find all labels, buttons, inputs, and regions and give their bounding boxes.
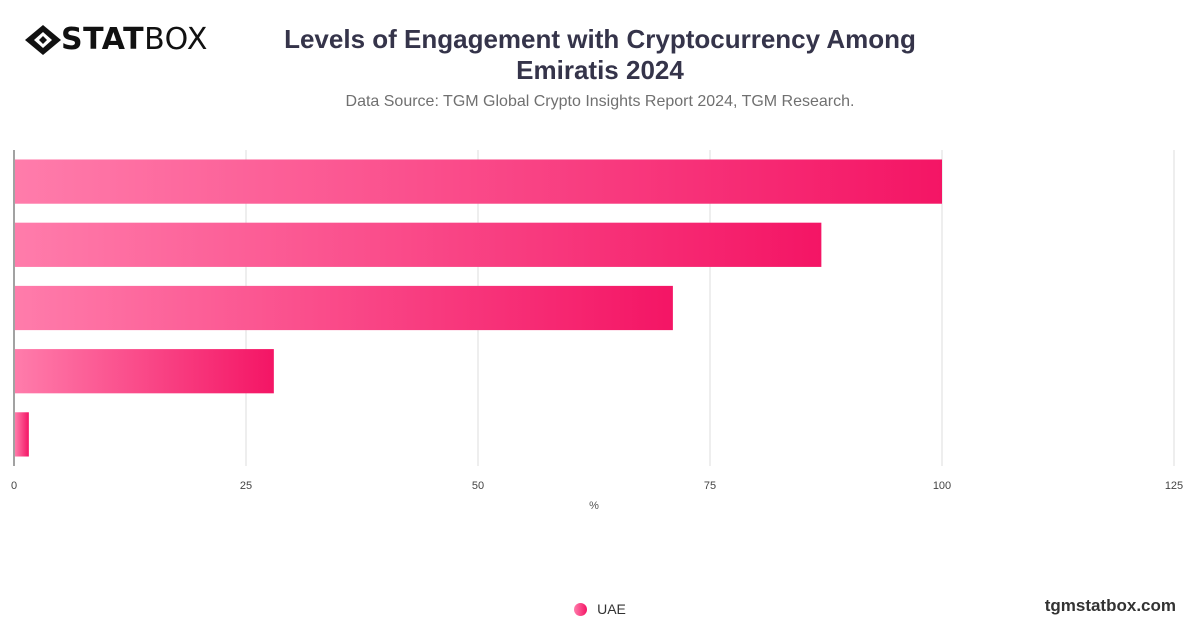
x-tick-label: 50 <box>472 480 484 492</box>
chart-subtitle: Data Source: TGM Global Crypto Insights … <box>345 93 855 110</box>
logo-text: STATBOX <box>61 22 208 58</box>
x-tick-label: 75 <box>704 480 716 492</box>
x-tick-label: 25 <box>240 480 252 492</box>
logo-text-bold: STAT <box>61 22 145 57</box>
bar[interactable] <box>15 159 942 204</box>
x-tick-label: 0 <box>11 480 17 492</box>
chart-title-line-1: Levels of Engagement with Cryptocurrency… <box>284 24 916 54</box>
bar[interactable] <box>15 349 274 394</box>
bars <box>15 159 942 457</box>
chart-title: Levels of Engagement with Cryptocurrency… <box>250 24 950 86</box>
statbox-logo: STATBOX <box>25 22 208 58</box>
x-tick-label: 100 <box>933 480 951 492</box>
legend[interactable]: UAE <box>560 601 640 617</box>
x-axis-ticks: 0 25 50 75 100 125 <box>11 480 1183 492</box>
logo-text-regular: BOX <box>144 22 208 57</box>
legend-label: UAE <box>597 601 626 617</box>
legend-marker <box>574 602 588 616</box>
diamond-logo-icon <box>25 25 61 55</box>
bar[interactable] <box>15 222 822 267</box>
chart-title-line-2: Emiratis 2024 <box>516 55 684 85</box>
bar[interactable] <box>15 285 673 331</box>
bar[interactable] <box>15 412 29 457</box>
footer-source-link[interactable]: tgmstatbox.com <box>1044 596 1176 615</box>
x-axis-label: % <box>589 500 599 512</box>
bar-chart: 0 25 50 75 100 125 % <box>11 150 1183 512</box>
x-tick-label: 125 <box>1165 480 1183 492</box>
